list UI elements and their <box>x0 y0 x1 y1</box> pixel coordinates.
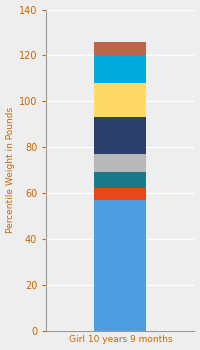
Bar <box>94 42 146 55</box>
Bar <box>94 117 146 154</box>
Y-axis label: Percentile Weight in Pounds: Percentile Weight in Pounds <box>6 107 15 233</box>
Bar <box>94 200 146 331</box>
Bar <box>94 172 146 188</box>
Bar <box>94 188 146 200</box>
Bar <box>94 154 146 172</box>
Bar <box>94 83 146 117</box>
Bar <box>94 55 146 83</box>
